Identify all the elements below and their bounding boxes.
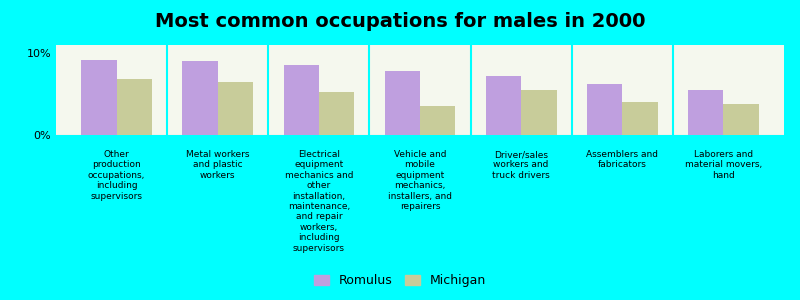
Bar bbox=[587, 84, 622, 135]
Bar bbox=[688, 90, 723, 135]
Text: Metal workers
and plastic
workers: Metal workers and plastic workers bbox=[186, 150, 250, 180]
Bar bbox=[117, 80, 152, 135]
Bar bbox=[622, 102, 658, 135]
Bar bbox=[182, 61, 218, 135]
Bar bbox=[218, 82, 253, 135]
Bar bbox=[521, 90, 557, 135]
Bar bbox=[319, 92, 354, 135]
Text: Most common occupations for males in 2000: Most common occupations for males in 200… bbox=[154, 12, 646, 31]
Bar bbox=[723, 104, 758, 135]
Legend: Romulus, Michigan: Romulus, Michigan bbox=[310, 270, 490, 291]
Text: Electrical
equipment
mechanics and
other
installation,
maintenance,
and repair
w: Electrical equipment mechanics and other… bbox=[285, 150, 353, 253]
Text: Driver/sales
workers and
truck drivers: Driver/sales workers and truck drivers bbox=[492, 150, 550, 180]
Bar bbox=[283, 65, 319, 135]
Bar bbox=[420, 106, 455, 135]
Text: Laborers and
material movers,
hand: Laborers and material movers, hand bbox=[685, 150, 762, 180]
Bar bbox=[486, 76, 521, 135]
Bar bbox=[82, 60, 117, 135]
Text: Vehicle and
mobile
equipment
mechanics,
installers, and
repairers: Vehicle and mobile equipment mechanics, … bbox=[388, 150, 452, 211]
Bar bbox=[385, 71, 420, 135]
Text: Assemblers and
fabricators: Assemblers and fabricators bbox=[586, 150, 658, 170]
Text: Other
production
occupations,
including
supervisors: Other production occupations, including … bbox=[88, 150, 146, 201]
